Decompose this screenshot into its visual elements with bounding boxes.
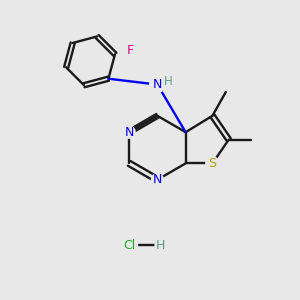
Text: F: F (126, 44, 134, 57)
Text: H: H (156, 238, 165, 252)
Circle shape (121, 237, 137, 254)
Text: N: N (153, 78, 162, 91)
Text: H: H (164, 74, 173, 88)
Circle shape (206, 157, 219, 170)
Circle shape (155, 240, 166, 250)
Text: N: N (153, 173, 162, 186)
Text: S: S (208, 157, 216, 170)
Text: Cl: Cl (123, 238, 135, 252)
Circle shape (124, 44, 136, 56)
Circle shape (123, 126, 135, 138)
Circle shape (152, 174, 164, 186)
Text: N: N (124, 126, 134, 139)
Circle shape (150, 77, 165, 92)
